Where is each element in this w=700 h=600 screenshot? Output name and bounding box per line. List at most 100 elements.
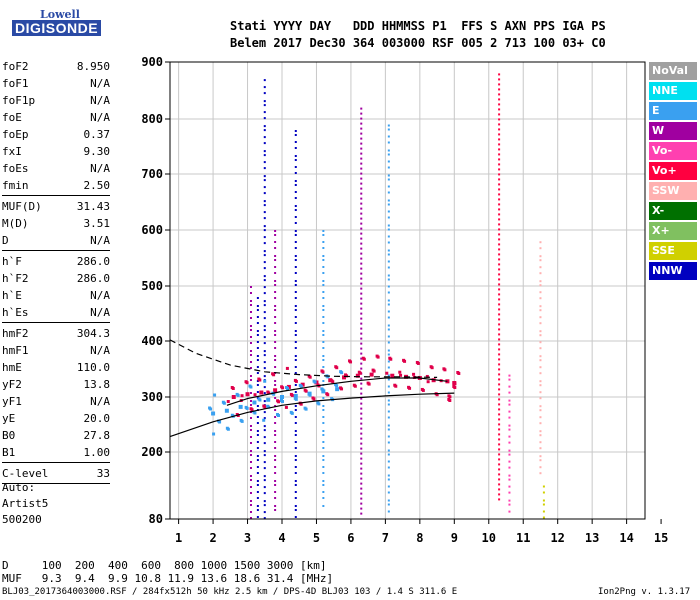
param-row: C-level 33 bbox=[2, 465, 110, 482]
echo-streak-dot bbox=[360, 297, 363, 300]
echo-streak-dot bbox=[249, 367, 252, 369]
echo-point bbox=[266, 390, 270, 394]
echo-streak-dot bbox=[498, 343, 501, 346]
echo-streak-dot bbox=[274, 341, 277, 343]
param-value: N/A bbox=[90, 94, 110, 107]
echo-point bbox=[388, 356, 392, 360]
echo-streak-dot bbox=[498, 358, 501, 361]
echo-streak-dot bbox=[387, 374, 390, 377]
echo-streak-dot bbox=[387, 216, 390, 219]
echo-streak-dot bbox=[263, 161, 266, 164]
echo-streak-dot bbox=[294, 322, 297, 324]
echo-streak-dot bbox=[249, 404, 252, 406]
echo-streak-dot bbox=[322, 366, 325, 368]
echo-streak-dot bbox=[294, 197, 297, 199]
echo-streak-dot bbox=[274, 455, 277, 457]
param-name: D bbox=[2, 234, 9, 247]
echo-streak-dot bbox=[508, 460, 511, 463]
echo-streak-dot bbox=[263, 254, 266, 257]
echo-streak-dot bbox=[498, 498, 501, 501]
echo-streak-dot bbox=[249, 311, 252, 313]
echo-streak-dot bbox=[498, 303, 501, 306]
echo-streak-dot bbox=[387, 410, 390, 413]
echo-streak-dot bbox=[256, 366, 259, 368]
echo-streak-dot bbox=[360, 202, 363, 205]
echo-point bbox=[303, 388, 307, 392]
echo-point bbox=[407, 385, 411, 389]
echo-streak-dot bbox=[542, 510, 545, 513]
echo-streak-dot bbox=[256, 455, 259, 457]
legend-item: NNW bbox=[649, 262, 697, 280]
echo-streak-dot bbox=[263, 336, 266, 339]
x-axis-ticks: 1 2 3 4 5 6 7 8 9 10 11 12 13 14 15 bbox=[175, 519, 668, 545]
echo-streak-dot bbox=[360, 177, 363, 180]
echo-streak-dot bbox=[360, 387, 363, 390]
echo-streak-dot bbox=[508, 428, 511, 431]
echo-point bbox=[217, 419, 221, 423]
echo-streak-dot bbox=[498, 463, 501, 466]
echo-streak-dot bbox=[322, 405, 325, 407]
echo-streak-dot bbox=[263, 486, 266, 489]
y-axis-ticks: 80 200 300 400 500 600 700 800 900 bbox=[141, 55, 170, 526]
echo-point bbox=[398, 370, 402, 374]
echo-point bbox=[393, 383, 397, 387]
echo-streak-dot bbox=[498, 458, 501, 461]
parameter-panel: foF2 8.950 foF1 N/A foF1p N/A foE N/A foEp 0.37 fx… bbox=[2, 58, 110, 486]
echo-point bbox=[399, 373, 403, 377]
param-row: M(D) 3.51 bbox=[2, 215, 110, 232]
echo-streak-dot bbox=[498, 388, 501, 391]
echo-streak-dot bbox=[263, 142, 266, 145]
echo-streak-dot bbox=[256, 297, 259, 299]
muf-value-row: MUF 9.3 9.4 9.9 10.8 11.9 13.6 18.6 31.4… bbox=[2, 572, 334, 585]
y-tick-label: 900 bbox=[141, 55, 163, 69]
echo-streak-dot bbox=[294, 255, 297, 257]
echo-streak-dot bbox=[256, 405, 259, 407]
echo-streak-dot bbox=[360, 137, 363, 140]
param-value: 0.37 bbox=[83, 128, 111, 141]
echo-streak-dot bbox=[249, 400, 252, 402]
echo-streak-dot bbox=[294, 355, 297, 357]
legend-item: SSE bbox=[649, 242, 697, 260]
echo-point bbox=[293, 378, 297, 382]
echo-point bbox=[316, 401, 320, 405]
echo-streak-dot bbox=[387, 503, 390, 506]
echo-streak-dot bbox=[322, 484, 325, 486]
echo-point bbox=[369, 372, 374, 377]
echo-streak-dot bbox=[263, 361, 266, 364]
echo-streak-dot bbox=[498, 108, 501, 111]
echo-streak-dot bbox=[539, 322, 542, 325]
echo-streak-dot bbox=[249, 461, 252, 463]
echo-point bbox=[253, 393, 257, 397]
auto-label: Auto: bbox=[2, 481, 36, 494]
echo-streak-dot bbox=[263, 500, 266, 503]
param-name: h`Es bbox=[2, 306, 29, 319]
echo-point bbox=[211, 411, 216, 416]
x-tick-label: 7 bbox=[382, 531, 389, 545]
echo-streak-dot bbox=[387, 291, 390, 294]
echo-streak-dot bbox=[274, 409, 277, 411]
echo-streak-dot bbox=[322, 255, 325, 257]
echo-streak-dot bbox=[498, 478, 501, 481]
echo-streak-dot bbox=[508, 416, 511, 419]
autoscaling-info: Auto: Artist5 500200 bbox=[2, 480, 48, 528]
echo-streak-dot bbox=[274, 330, 277, 332]
echo-streak-dot bbox=[322, 280, 325, 282]
file-info: BLJ03_2017364003000.RSF / 284fx512h 50 k… bbox=[2, 587, 458, 597]
echo-streak-dot bbox=[360, 227, 363, 230]
echo-streak-dot bbox=[539, 430, 542, 433]
param-row: h`F 286.0 bbox=[2, 253, 110, 270]
echo-streak-dot bbox=[498, 413, 501, 416]
param-name: yF1 bbox=[2, 395, 22, 408]
echo-streak-dot bbox=[294, 497, 297, 499]
echo-streak-dot bbox=[274, 509, 277, 511]
echo-streak-dot bbox=[322, 330, 325, 332]
legend-item: Vo+ bbox=[649, 162, 697, 180]
param-name: MUF(D) bbox=[2, 200, 42, 213]
echo-streak-dot bbox=[322, 309, 325, 311]
echo-streak-dot bbox=[542, 499, 545, 502]
echo-streak-dot bbox=[294, 422, 297, 424]
echo-streak-dot bbox=[322, 441, 325, 443]
echo-streak-dot bbox=[360, 112, 363, 115]
param-value: 1.00 bbox=[83, 446, 111, 459]
echo-streak-dot bbox=[274, 434, 277, 436]
